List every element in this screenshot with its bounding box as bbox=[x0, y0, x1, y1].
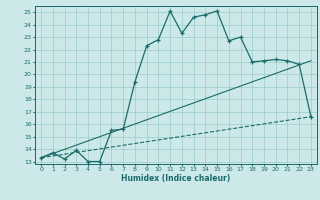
X-axis label: Humidex (Indice chaleur): Humidex (Indice chaleur) bbox=[121, 174, 231, 183]
